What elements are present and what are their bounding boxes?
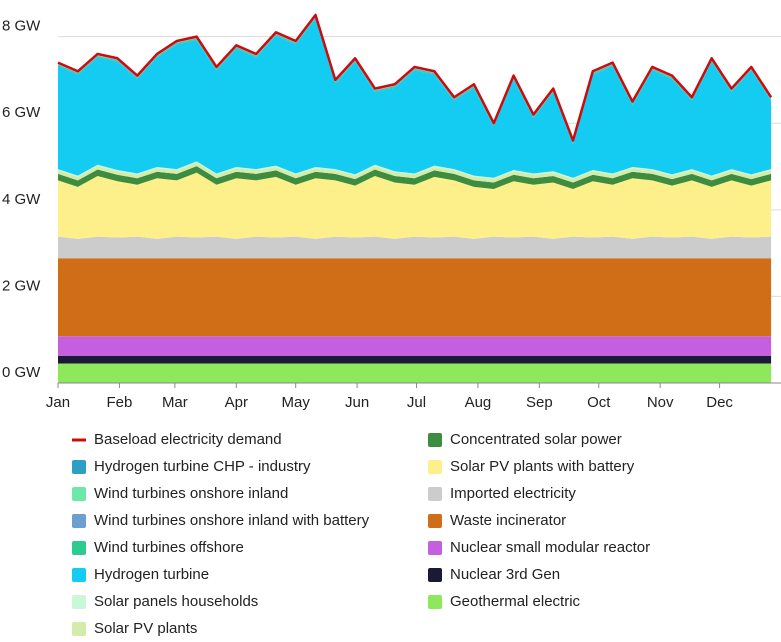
x-tick-label: Jan bbox=[46, 394, 70, 411]
legend-swatch bbox=[72, 487, 86, 501]
y-tick-label: 8 GW bbox=[2, 18, 41, 35]
areas bbox=[58, 14, 772, 383]
line bbox=[57, 13, 773, 142]
legend-swatch bbox=[428, 433, 442, 447]
legend-label: Nuclear small modular reactor bbox=[450, 539, 650, 556]
x-tick-label: Dec bbox=[706, 394, 733, 411]
legend-label: Hydrogen turbine CHP - industry bbox=[94, 458, 311, 475]
legend-label: Waste incinerator bbox=[450, 512, 566, 529]
area bbox=[58, 336, 772, 356]
legend-label: Solar PV plants bbox=[94, 620, 197, 637]
legend-label: Wind turbines onshore inland bbox=[94, 485, 288, 502]
area bbox=[58, 363, 772, 383]
area bbox=[58, 172, 772, 239]
x-tick-label: Oct bbox=[587, 394, 611, 411]
legend-swatch bbox=[72, 460, 86, 474]
legend-swatch bbox=[72, 595, 86, 609]
area bbox=[58, 355, 772, 364]
area bbox=[58, 166, 772, 190]
area bbox=[58, 18, 772, 178]
x-tick-label: Apr bbox=[225, 394, 248, 411]
legend-label: Hydrogen turbine bbox=[94, 566, 209, 583]
lines bbox=[57, 13, 773, 142]
x-tick-label: Aug bbox=[465, 394, 492, 411]
x-tick-label: May bbox=[282, 394, 311, 411]
legend-label: Solar PV plants with battery bbox=[450, 458, 635, 475]
x-tick-label: Jun bbox=[345, 394, 369, 411]
legend-swatch bbox=[428, 514, 442, 528]
x-tick-label: Feb bbox=[106, 394, 132, 411]
legend-label: Nuclear 3rd Gen bbox=[450, 566, 560, 583]
legend-label: Solar panels households bbox=[94, 593, 258, 610]
legend-swatch bbox=[72, 541, 86, 555]
legend-swatch bbox=[72, 514, 86, 528]
y-tick-label: 4 GW bbox=[2, 191, 41, 208]
y-tick-label: 2 GW bbox=[2, 277, 41, 294]
x-tick-label: Nov bbox=[647, 394, 674, 411]
y-tick-label: 6 GW bbox=[2, 104, 41, 121]
x-tick-label: Jul bbox=[407, 394, 426, 411]
legend-swatch bbox=[428, 487, 442, 501]
area bbox=[58, 236, 772, 259]
legend-swatch bbox=[428, 460, 442, 474]
legend-swatch bbox=[72, 438, 86, 442]
x-tick-label: Sep bbox=[526, 394, 553, 411]
legend-swatch bbox=[72, 622, 86, 636]
axes: 0 GW 2 GW 4 GW 6 GW 8 GW Jan Feb Mar Apr May Jun Ju… bbox=[2, 18, 781, 411]
area bbox=[58, 162, 772, 183]
legend-label: Wind turbines onshore inland with batter… bbox=[94, 512, 370, 529]
legend-label: Concentrated solar power bbox=[450, 431, 622, 448]
legend-label: Baseload electricity demand bbox=[94, 431, 282, 448]
x-tick-label: Mar bbox=[162, 394, 188, 411]
legend-label: Wind turbines offshore bbox=[94, 539, 244, 556]
legend-swatch bbox=[428, 595, 442, 609]
legend-label: Imported electricity bbox=[450, 485, 576, 502]
legend: Baseload electricity demand Hydrogen turb… bbox=[72, 431, 650, 637]
legend-swatch bbox=[428, 568, 442, 582]
area bbox=[58, 258, 772, 337]
legend-swatch bbox=[72, 568, 86, 582]
legend-label: Geothermal electric bbox=[450, 593, 581, 610]
legend-swatch bbox=[428, 541, 442, 555]
y-tick-label: 0 GW bbox=[2, 364, 41, 381]
